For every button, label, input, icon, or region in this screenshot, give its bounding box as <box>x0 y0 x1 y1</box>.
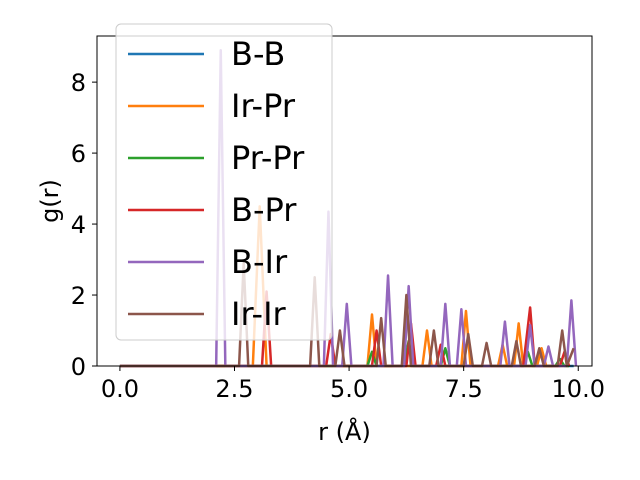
legend-label-ir-pr: Ir-Pr <box>231 87 296 125</box>
legend-box <box>115 23 333 341</box>
legend-label-b-b: B-B <box>231 35 285 73</box>
plot-frame <box>96 35 593 367</box>
y-tick-label: 2 <box>71 282 86 310</box>
x-tick-label: 7.5 <box>445 375 483 403</box>
legend-label-pr-pr: Pr-Pr <box>231 139 305 177</box>
x-tick-label: 10.0 <box>552 375 605 403</box>
legend-label-b-pr: B-Pr <box>231 191 297 229</box>
legend-label-b-ir: B-Ir <box>231 243 288 281</box>
x-tick-label: 0.0 <box>101 375 139 403</box>
x-axis-label: r (Å) <box>318 417 371 446</box>
y-tick-label: 6 <box>71 140 86 168</box>
legend-label-ir-ir: Ir-Ir <box>231 295 287 333</box>
y-axis-label: g(r) <box>36 179 64 223</box>
y-tick-label: 8 <box>71 69 86 97</box>
legend: B-B Ir-Pr Pr-Pr B-Pr B-Ir Ir-Ir <box>115 23 333 341</box>
y-tick-label: 4 <box>71 211 86 239</box>
y-tick-label: 0 <box>71 353 86 381</box>
x-tick-label: 2.5 <box>215 375 253 403</box>
x-tick-label: 5.0 <box>330 375 368 403</box>
axes-layer: 0.0 2.5 5.0 7.5 10.0 0 2 4 6 8 r (Å) g(r) <box>36 35 605 446</box>
